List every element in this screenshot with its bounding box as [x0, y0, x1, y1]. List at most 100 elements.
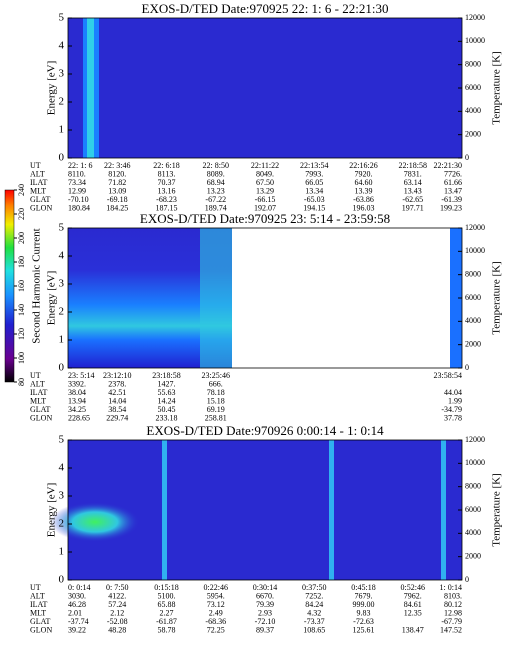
y-axis-label: Energy [eV] [46, 61, 58, 115]
spectrogram-image [68, 440, 462, 580]
panel-title: EXOS-D/TED Date:970925 22: 1: 6 - 22:21:… [142, 1, 389, 16]
row-value: 184.25 [106, 203, 128, 212]
row-label: ILAT [30, 600, 47, 609]
row-value: 22: 8:50 [203, 161, 229, 170]
row-label: ALT [30, 591, 45, 600]
row-label: ALT [30, 379, 45, 388]
y-axis-label: Energy [eV] [46, 483, 58, 537]
row-label: GLAT [30, 405, 51, 414]
row-value: 7679. [355, 591, 373, 600]
row-label: ILAT [30, 178, 47, 187]
row-value: 196.03 [353, 203, 375, 212]
y2-axis-label: Temperature [K] [491, 51, 503, 124]
y-tick-label: 5 [59, 222, 65, 234]
row-value: 73.34 [68, 178, 86, 187]
row-value: 22:16:26 [349, 161, 377, 170]
colorbar-tick-label: 100 [17, 352, 26, 364]
y-tick-label: 2 [59, 96, 65, 108]
row-label: MLT [30, 608, 46, 617]
row-value: 55.63 [158, 388, 176, 397]
y-tick-label: 1 [59, 124, 65, 136]
row-value: 15.18 [207, 396, 225, 405]
y-tick-label: 1 [59, 546, 65, 558]
colorbar-tick-label: 240 [17, 184, 26, 196]
row-value: 23:58:54 [434, 371, 462, 380]
row-value: 4122. [108, 591, 126, 600]
colorbar-tick-label: 120 [17, 328, 26, 340]
colorbar-label: Second Harmonic Current [31, 228, 43, 343]
row-value: 8049. [256, 169, 274, 178]
row-value: 38.54 [108, 405, 126, 414]
row-value: 2.49 [209, 608, 223, 617]
row-value: -73.37 [304, 617, 325, 626]
row-value: 68.94 [207, 178, 225, 187]
row-value: 44.04 [444, 388, 462, 397]
row-value: 22:18:58 [399, 161, 427, 170]
spectrogram-image [450, 228, 462, 368]
row-value: 8110. [68, 169, 86, 178]
row-value: -72.10 [255, 617, 276, 626]
row-value: 12.98 [444, 608, 462, 617]
row-value: 42.51 [108, 388, 126, 397]
y2-tick-label: 4000 [465, 528, 481, 537]
row-value: 13.34 [305, 186, 323, 195]
row-value: 6670. [256, 591, 274, 600]
row-value: -66.15 [255, 195, 276, 204]
y-tick-label: 2 [59, 306, 65, 318]
row-value: 78.18 [207, 388, 225, 397]
spectrogram-band [162, 440, 167, 580]
row-value: 125.61 [353, 625, 375, 634]
row-value: 2.93 [258, 608, 272, 617]
colorbar-tick-label: 80 [17, 378, 26, 386]
row-value: 8089. [207, 169, 225, 178]
row-value: 22:13:54 [300, 161, 328, 170]
y2-tick-label: 4000 [465, 106, 481, 115]
row-value: 39.22 [68, 625, 86, 634]
row-value: 14.04 [108, 396, 126, 405]
row-value: 2.12 [110, 608, 124, 617]
y-tick-label: 0 [59, 152, 65, 164]
row-value: 1427. [158, 379, 176, 388]
y2-tick-label: 6000 [465, 293, 481, 302]
panel-title: EXOS-D/TED Date:970926 0:00:14 - 1: 0:14 [146, 423, 384, 438]
row-value: -67.79 [441, 617, 462, 626]
y2-tick-label: 6000 [465, 83, 481, 92]
row-label: GLON [30, 203, 52, 212]
row-value: 23:12:10 [103, 371, 131, 380]
row-value: 8103. [444, 591, 462, 600]
y-tick-label: 4 [59, 40, 65, 52]
row-value: 13.47 [444, 186, 462, 195]
row-value: 13.94 [68, 396, 86, 405]
row-value: 229.74 [106, 413, 128, 422]
row-value: 71.82 [108, 178, 126, 187]
y2-axis-label: Temperature [K] [491, 473, 503, 546]
row-value: 4.32 [307, 608, 321, 617]
row-value: 23: 5:14 [68, 371, 94, 380]
row-value: 72.25 [207, 625, 225, 634]
row-value: -68.23 [156, 195, 177, 204]
row-value: 180.84 [68, 203, 90, 212]
row-label: GLAT [30, 617, 51, 626]
row-value: 0:52:46 [401, 583, 425, 592]
row-value: 65.88 [158, 600, 176, 609]
row-value: 7993. [305, 169, 323, 178]
row-value: -69.18 [107, 195, 128, 204]
row-value: 7252. [305, 591, 323, 600]
row-value: -61.87 [156, 617, 177, 626]
row-value: 0:30:14 [253, 583, 277, 592]
y-tick-label: 3 [59, 68, 65, 80]
row-value: 50.45 [158, 405, 176, 414]
row-value: -34.79 [441, 405, 462, 414]
row-value: 22: 6:18 [153, 161, 179, 170]
y2-tick-label: 4000 [465, 316, 481, 325]
spectrogram-band [441, 440, 446, 580]
colorbar [4, 189, 15, 383]
colorbar-tick-label: 180 [17, 256, 26, 268]
y2-tick-label: 0 [465, 363, 469, 372]
row-value: 38.04 [68, 388, 86, 397]
row-value: -61.39 [441, 195, 462, 204]
panel-title: EXOS-D/TED Date:970925 23: 5:14 - 23:59:… [140, 211, 390, 226]
y2-tick-label: 10000 [465, 458, 485, 467]
row-value: 189.74 [205, 203, 227, 212]
y-tick-label: 3 [59, 278, 65, 290]
